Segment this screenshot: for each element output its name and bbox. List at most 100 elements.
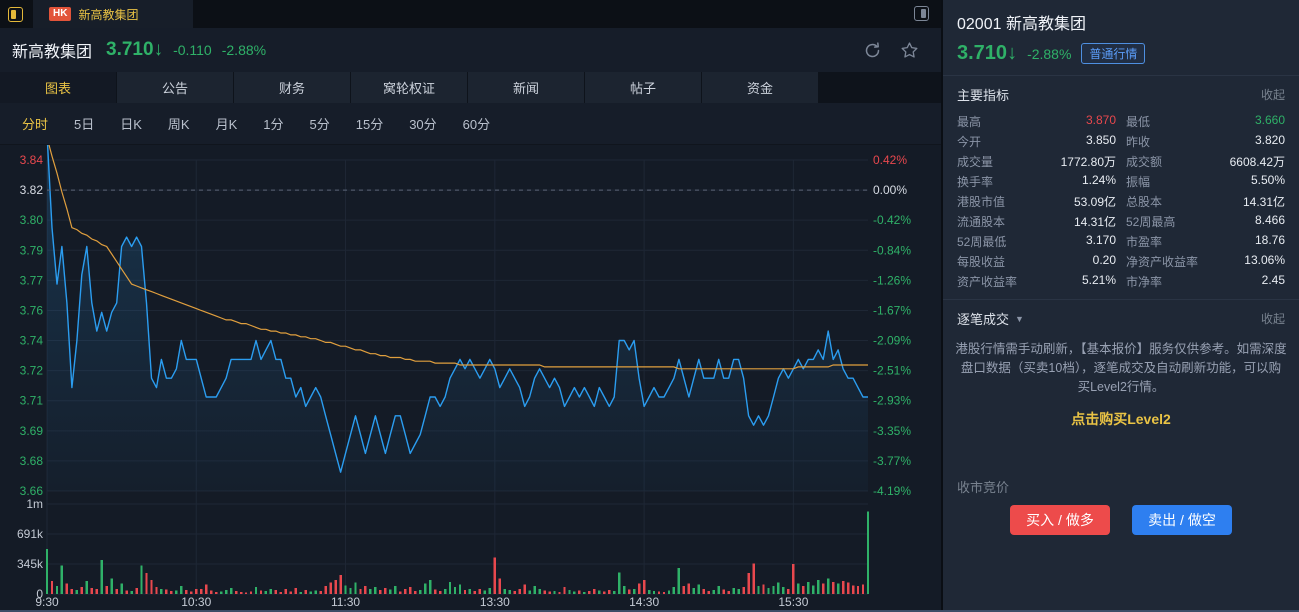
indicator-value: 3.660	[1254, 112, 1285, 127]
x-axis-time-label: 11:30	[331, 595, 360, 609]
indicators-title: 主要指标	[957, 88, 1010, 103]
content-tab[interactable]: 帖子	[585, 72, 701, 103]
y-axis-price-label: 3.68	[20, 454, 44, 468]
indicator-cell: 资产收益率 5.21%	[957, 273, 1116, 290]
quote-level-badge[interactable]: 普通行情	[1081, 43, 1146, 64]
chevron-down-icon[interactable]: ▼	[1015, 313, 1024, 324]
indicator-label: 每股收益	[957, 254, 1006, 269]
indicator-cell: 净资产收益率 13.06%	[1126, 253, 1285, 270]
indicator-value: 3.170	[1085, 232, 1116, 247]
indicator-cell: 今开 3.850	[957, 133, 1116, 150]
y-axis-pct-label: -2.51%	[873, 364, 911, 378]
indicator-row: 流通股本 14.31亿 52周最高 8.466	[957, 211, 1285, 231]
indicator-cell: 成交额 6608.42万	[1126, 153, 1285, 170]
favorite-star-icon[interactable]	[900, 41, 919, 60]
period-tab[interactable]: 60分	[462, 117, 491, 132]
indicator-row: 最高 3.870 最低 3.660	[957, 111, 1285, 131]
price-change-pct: -2.88%	[221, 42, 267, 58]
intraday-chart[interactable]: 3.84 0.42% 3.82 0.00% 3.80 -0.42% 3.79 -0.84% 3.…	[0, 133, 941, 612]
trades-title: 逐笔成交	[957, 312, 1010, 327]
y-axis-pct-label: -1.67%	[873, 303, 911, 317]
content-tab[interactable]: 新闻	[468, 72, 584, 103]
indicator-cell: 振幅 5.50%	[1126, 173, 1285, 190]
y-axis-price-label: 3.79	[20, 243, 44, 257]
refresh-icon[interactable]	[863, 41, 882, 60]
y-axis-price-label: 3.74	[20, 334, 44, 348]
indicator-value: 5.50%	[1250, 172, 1285, 187]
down-arrow-icon: ↓	[1007, 42, 1018, 64]
indicator-value: 14.31亿	[1073, 214, 1116, 229]
indicator-value: 3.850	[1085, 132, 1116, 147]
indicators-collapse-link[interactable]: 收起	[1260, 88, 1285, 102]
indicator-value: 1772.80万	[1060, 154, 1116, 169]
x-axis-time-label: 10:30	[181, 595, 211, 609]
indicator-label: 最高	[957, 114, 982, 129]
x-axis-time-label: 13:30	[480, 595, 510, 609]
indicator-label: 52周最高	[1126, 214, 1176, 229]
volume-axis-label: 691k	[17, 527, 44, 541]
content-tab[interactable]: 公告	[117, 72, 233, 103]
indicator-label: 最低	[1126, 114, 1151, 129]
y-axis-pct-label: -0.42%	[873, 213, 911, 227]
indicator-label: 换手率	[957, 174, 994, 189]
panel-toggle-right-icon[interactable]	[914, 6, 929, 21]
level2-notice-text: 港股行情需手动刷新，【基本报价】服务仅供参考。如需深度盘口数据（买卖10档），逐…	[955, 342, 1287, 394]
period-tab[interactable]: 5分	[309, 117, 330, 132]
volume-axis-label: 0	[36, 587, 43, 601]
indicator-row: 今开 3.850 昨收 3.820	[957, 131, 1285, 151]
content-tab[interactable]: 资金	[702, 72, 818, 103]
indicator-value: 5.21%	[1081, 272, 1116, 287]
panel-toggle-left-icon[interactable]	[8, 6, 23, 22]
period-tab[interactable]: 周K	[167, 117, 190, 132]
y-axis-price-label: 3.71	[20, 394, 44, 408]
period-tab[interactable]: 5日	[74, 117, 95, 132]
indicator-row: 每股收益 0.20 净资产收益率 13.06%	[957, 251, 1285, 271]
indicator-label: 成交额	[1126, 154, 1163, 169]
period-tab[interactable]: 月K	[215, 117, 238, 132]
content-tab[interactable]: 财务	[234, 72, 350, 103]
volume-axis-label: 345k	[17, 557, 44, 571]
y-axis-price-label: 3.84	[20, 153, 44, 167]
stock-document-tab[interactable]: HK 新高教集团	[33, 0, 193, 28]
y-axis-price-label: 3.76	[20, 303, 44, 317]
period-tab[interactable]: 15分	[355, 117, 384, 132]
sell-short-button[interactable]: 卖出 / 做空	[1132, 505, 1232, 535]
indicator-value: 2.45	[1261, 272, 1285, 287]
price-change: -0.110	[173, 42, 212, 58]
period-tab-bar: 分时 5日 日K 周K 月K 1分 5分 15分 30分 60分	[0, 103, 941, 145]
indicator-value: 6608.42万	[1229, 154, 1285, 169]
indicator-value: 3.820	[1254, 132, 1285, 147]
content-tab[interactable]: 图表	[0, 72, 116, 103]
indicator-cell: 换手率 1.24%	[957, 173, 1116, 190]
indicator-cell: 港股市值 53.09亿	[957, 193, 1116, 210]
buy-level2-link[interactable]: 点击购买Level2	[1071, 411, 1171, 427]
indicator-row: 换手率 1.24% 振幅 5.50%	[957, 171, 1285, 191]
y-axis-pct-label: -3.77%	[873, 454, 911, 468]
period-tab[interactable]: 分时	[22, 117, 49, 132]
stock-tab-label: 新高教集团	[78, 7, 139, 22]
y-axis-price-label: 3.66	[20, 484, 44, 498]
indicator-cell: 流通股本 14.31亿	[957, 213, 1116, 230]
content-tab[interactable]: 窝轮权证	[351, 72, 467, 103]
indicator-cell: 最低 3.660	[1126, 113, 1285, 130]
indicator-label: 资产收益率	[957, 274, 1018, 289]
trades-collapse-link[interactable]: 收起	[1260, 312, 1285, 326]
quote-side-panel: 02001 新高教集团 3.710↓ -2.88% 普通行情 主要指标 收起 最…	[941, 0, 1299, 612]
indicators-section-header: 主要指标 收起	[943, 76, 1299, 108]
buy-long-button[interactable]: 买入 / 做多	[1010, 505, 1110, 535]
indicator-label: 振幅	[1126, 174, 1151, 189]
indicator-value: 1.24%	[1081, 172, 1116, 187]
y-axis-pct-label: -1.26%	[873, 273, 911, 287]
y-axis-pct-label: -0.84%	[873, 243, 911, 257]
period-tab[interactable]: 30分	[409, 117, 437, 132]
panel-change-pct: -2.88%	[1027, 45, 1072, 62]
period-tab[interactable]: 1分	[263, 117, 284, 132]
indicator-cell: 每股收益 0.20	[957, 253, 1116, 270]
indicator-row: 成交量 1772.80万 成交额 6608.42万	[957, 151, 1285, 171]
indicator-cell: 52周最高 8.466	[1126, 213, 1285, 230]
panel-price: 3.710↓	[957, 42, 1018, 64]
period-tab[interactable]: 日K	[120, 117, 142, 132]
indicator-cell: 成交量 1772.80万	[957, 153, 1116, 170]
indicator-row: 资产收益率 5.21% 市净率 2.45	[957, 271, 1285, 291]
